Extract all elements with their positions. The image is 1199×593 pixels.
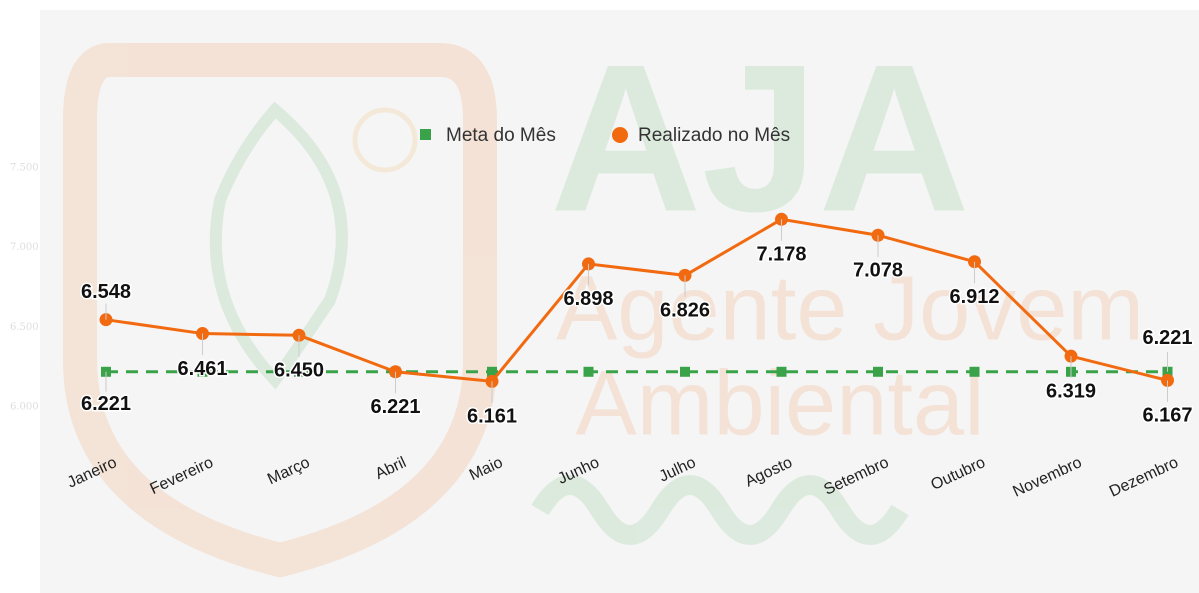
value-label: 6.912 xyxy=(949,286,999,308)
value-label: 6.548 xyxy=(81,281,131,303)
point xyxy=(680,366,690,377)
y-tick-label: 6.500 xyxy=(10,322,39,333)
point xyxy=(776,366,787,377)
y-tick-label: 7.500 xyxy=(10,163,39,174)
value-label: 7.178 xyxy=(756,244,806,266)
y-tick-label: 6.000 xyxy=(10,402,39,413)
value-label: 6.221 xyxy=(81,393,131,415)
value-label: 6.221 xyxy=(1142,327,1192,349)
plot-background xyxy=(40,10,1199,593)
watermark-shield xyxy=(63,43,497,578)
legend-label: Meta do Mês xyxy=(446,125,556,146)
point xyxy=(487,366,497,377)
point xyxy=(873,366,883,377)
watermark-sun xyxy=(352,107,418,173)
legend-label: Realizado no Mês xyxy=(638,125,790,146)
value-label: 6.826 xyxy=(660,300,710,322)
point xyxy=(583,366,594,377)
value-label: 6.161 xyxy=(467,406,517,428)
watermark-leaf xyxy=(209,101,348,390)
value-label: 6.898 xyxy=(563,288,613,310)
series-line xyxy=(105,217,1168,383)
value-label: 6.167 xyxy=(1142,405,1192,427)
value-label: 6.319 xyxy=(1046,380,1096,402)
watermark-line: Agente Jovem xyxy=(556,257,1144,359)
value-label: 6.221 xyxy=(370,396,420,418)
value-label: 6.450 xyxy=(274,360,324,382)
point xyxy=(969,366,980,377)
point xyxy=(197,366,208,377)
watermark-wave xyxy=(531,475,909,545)
legend-marker xyxy=(420,129,431,140)
value-label: 7.078 xyxy=(853,260,903,282)
legend-marker xyxy=(612,127,628,143)
y-tick-label: 7.000 xyxy=(10,242,39,253)
point xyxy=(294,366,304,377)
value-label: 6.461 xyxy=(177,358,227,380)
